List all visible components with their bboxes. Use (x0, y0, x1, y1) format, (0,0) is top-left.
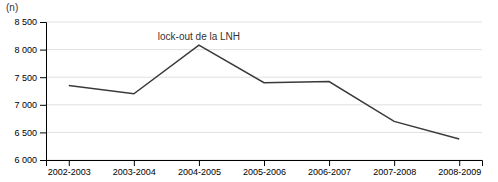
y-axis: 6 000 6 500 7 000 7 500 8 000 8 500 (14, 17, 46, 165)
y-axis-line (40, 23, 47, 161)
grid-line (46, 49, 482, 50)
x-tick-label: 2004-2005 (178, 167, 221, 177)
y-tick: 7 000 (14, 100, 46, 110)
y-tick-mark (40, 50, 46, 51)
marks (69, 45, 459, 139)
y-tick: 6 500 (14, 128, 46, 138)
line (69, 45, 459, 139)
y-tick: 8 500 (14, 17, 46, 27)
grid-line (46, 22, 482, 23)
y-tick: 7 500 (14, 73, 46, 83)
y-tick-label: 8 500 (14, 17, 37, 27)
annotation: lock-out de la LNH (158, 31, 240, 42)
x-tick: 2002-2003 (48, 160, 91, 177)
x-tick: 2005-2006 (243, 160, 286, 177)
x-tick-mark (199, 160, 200, 166)
grid (46, 22, 482, 160)
grid-line (46, 104, 482, 105)
y-axis-title: (n) (6, 2, 18, 13)
y-tick-label: 7 500 (14, 73, 37, 83)
x-tick: 2008-2009 (438, 160, 481, 177)
y-tick: 8 000 (14, 45, 46, 55)
x-tick-mark (329, 160, 330, 166)
x-tick-label: 2007-2008 (373, 167, 416, 177)
grid-line (46, 132, 482, 133)
y-tick-label: 6 000 (14, 155, 37, 165)
y-tick-label: 7 000 (14, 100, 37, 110)
x-axis: 2002-2003 2003-2004 2004-2005 2005-2006 2006… (47, 160, 483, 177)
x-tick: 2004-2005 (178, 160, 221, 177)
x-tick-label: 2006-2007 (308, 167, 351, 177)
y-tick-label: 8 000 (14, 45, 37, 55)
x-tick-label: 2002-2003 (48, 167, 91, 177)
plot: 6 0006 5007 0007 5008 0008 5002002-20032… (14, 17, 482, 177)
y-tick-mark (40, 22, 46, 23)
x-tick-mark (264, 160, 265, 166)
x-tick: 2006-2007 (308, 160, 351, 177)
y-tick-mark (40, 77, 46, 78)
x-tick-mark (394, 160, 395, 166)
x-tick-label: 2005-2006 (243, 167, 286, 177)
x-tick: 2007-2008 (373, 160, 416, 177)
y-tick-mark (40, 105, 46, 106)
x-tick: 2003-2004 (113, 160, 156, 177)
chart: 6 0006 5007 0007 5008 0008 5002002-20032… (0, 0, 498, 182)
y-tick-mark (40, 160, 46, 161)
y-tick: 6 000 (14, 155, 46, 165)
x-tick-mark (459, 160, 460, 166)
grid-line (46, 77, 482, 78)
x-tick-mark (69, 160, 70, 166)
x-axis-line (47, 161, 483, 167)
x-tick-label: 2003-2004 (113, 167, 156, 177)
y-tick-mark (40, 132, 46, 133)
x-tick-mark (134, 160, 135, 166)
x-tick-label: 2008-2009 (438, 167, 481, 177)
y-tick-label: 6 500 (14, 128, 37, 138)
